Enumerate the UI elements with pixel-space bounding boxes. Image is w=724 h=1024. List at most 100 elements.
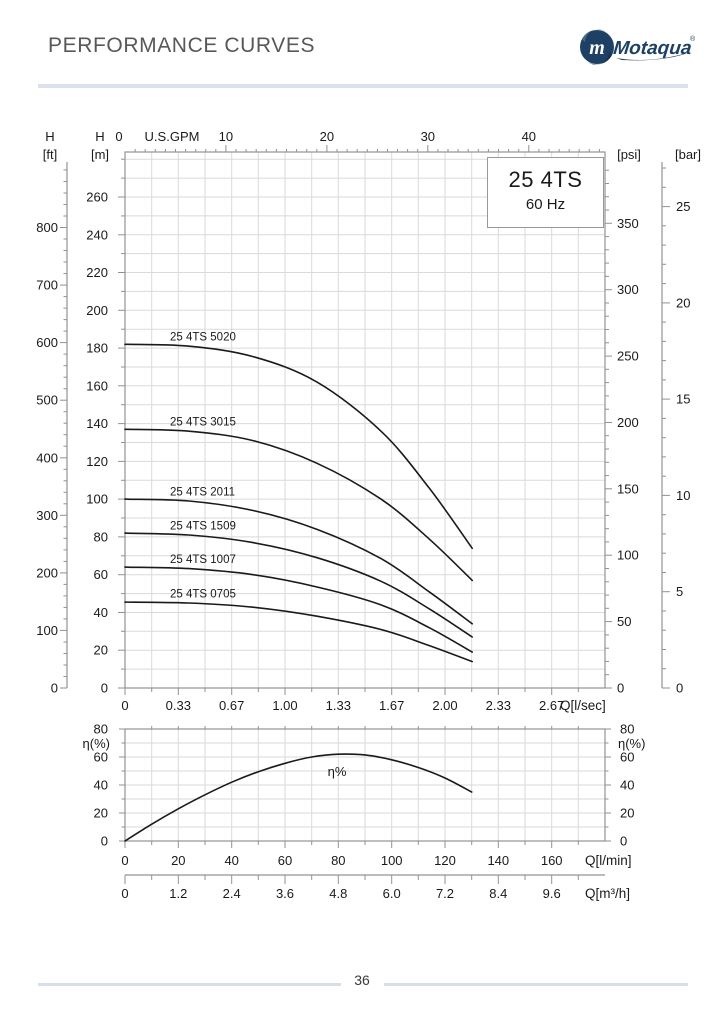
svg-text:160: 160 <box>86 378 108 393</box>
svg-text:3.6: 3.6 <box>276 886 294 901</box>
svg-text:1.33: 1.33 <box>326 698 351 713</box>
svg-text:200: 200 <box>86 303 108 318</box>
svg-text:η(%): η(%) <box>83 736 110 751</box>
svg-text:15: 15 <box>676 392 690 407</box>
svg-text:300: 300 <box>617 282 639 297</box>
svg-text:700: 700 <box>36 278 58 293</box>
svg-text:80: 80 <box>94 529 108 544</box>
svg-text:1.67: 1.67 <box>379 698 404 713</box>
svg-text:7.2: 7.2 <box>436 886 454 901</box>
svg-text:140: 140 <box>86 416 108 431</box>
svg-text:5: 5 <box>676 584 683 599</box>
axis-q-m3h: 0 1.2 2.4 3.6 4.8 6.0 7.2 8.4 9.6 Q[m³/h] <box>121 874 630 901</box>
eff-grid <box>125 729 605 841</box>
svg-text:220: 220 <box>86 265 108 280</box>
svg-text:20: 20 <box>94 643 108 658</box>
svg-text:600: 600 <box>36 335 58 350</box>
svg-text:2.4: 2.4 <box>223 886 241 901</box>
svg-text:20: 20 <box>171 853 185 868</box>
curve-label: 25 4TS 1007 <box>170 554 236 566</box>
curve-25-4TS-5020 <box>124 343 473 550</box>
footer-divider-right <box>384 983 688 986</box>
svg-text:240: 240 <box>86 227 108 242</box>
svg-text:m: m <box>589 37 605 59</box>
svg-text:60: 60 <box>94 567 108 582</box>
svg-text:9.6: 9.6 <box>543 886 561 901</box>
svg-text:150: 150 <box>617 481 639 496</box>
svg-text:20: 20 <box>676 295 690 310</box>
svg-text:80: 80 <box>331 853 345 868</box>
axis-bar: 0 5 10 15 20 25 [bar] <box>661 147 701 696</box>
svg-text:40: 40 <box>620 778 634 793</box>
curve-25-4TS-1509 <box>124 532 473 638</box>
curve-25-4TS-2011 <box>124 498 473 625</box>
svg-text:80: 80 <box>620 722 634 737</box>
svg-text:350: 350 <box>617 216 639 231</box>
svg-text:0: 0 <box>101 834 108 849</box>
svg-text:200: 200 <box>36 565 58 580</box>
logo-wordmark: Motaqua ® <box>612 35 696 61</box>
svg-text:U.S.GPM: U.S.GPM <box>145 129 200 144</box>
svg-text:20: 20 <box>320 129 334 144</box>
svg-text:0: 0 <box>676 681 683 696</box>
svg-text:2.67: 2.67 <box>539 698 564 713</box>
page-number: 36 <box>354 972 370 988</box>
efficiency-curve-label: η% <box>328 764 347 779</box>
logo-mark: m <box>580 29 614 65</box>
head-chart: 0 0.33 0.67 1.00 1.33 1.67 2.00 2.33 2.67Q[l/sec… <box>36 129 701 713</box>
svg-text:10: 10 <box>676 488 690 503</box>
curve-efficiency <box>124 753 473 842</box>
svg-text:0: 0 <box>617 681 624 696</box>
svg-text:260: 260 <box>86 190 108 205</box>
svg-text:0: 0 <box>115 129 122 144</box>
svg-text:20: 20 <box>94 806 108 821</box>
svg-text:η(%): η(%) <box>618 736 645 751</box>
model-name: 25 4TS <box>508 167 583 192</box>
svg-text:180: 180 <box>86 341 108 356</box>
svg-text:120: 120 <box>86 454 108 469</box>
svg-text:0: 0 <box>121 853 128 868</box>
curve-label: 25 4TS 2011 <box>170 487 235 499</box>
model-frequency: 60 Hz <box>525 196 566 213</box>
svg-text:[ft]: [ft] <box>43 147 57 162</box>
svg-text:Q[m³/h]: Q[m³/h] <box>585 886 630 901</box>
svg-text:100: 100 <box>381 853 403 868</box>
svg-text:200: 200 <box>617 415 639 430</box>
axis-h-m: 0 20 40 60 80 100 120 140 160 180 200 220 240 260 H [m] <box>86 129 125 696</box>
svg-text:0.67: 0.67 <box>219 698 244 713</box>
curve-label: 25 4TS 3015 <box>170 417 236 429</box>
svg-text:300: 300 <box>36 508 58 523</box>
curve-label: 25 4TS 0705 <box>170 589 236 601</box>
svg-text:100: 100 <box>617 548 639 563</box>
svg-text:160: 160 <box>541 853 563 868</box>
svg-text:100: 100 <box>36 623 58 638</box>
curve-label: 25 4TS 1509 <box>170 521 236 533</box>
svg-text:0: 0 <box>51 681 58 696</box>
svg-text:8.4: 8.4 <box>489 886 507 901</box>
svg-text:140: 140 <box>487 853 509 868</box>
svg-text:40: 40 <box>522 129 536 144</box>
svg-text:H: H <box>45 129 54 144</box>
axis-psi: 0 50 100 150 200 250 300 350 [psi] <box>605 147 641 696</box>
svg-text:6.0: 6.0 <box>383 886 401 901</box>
svg-text:1.00: 1.00 <box>272 698 297 713</box>
svg-text:60: 60 <box>620 750 634 765</box>
svg-text:40: 40 <box>94 605 108 620</box>
svg-text:2.00: 2.00 <box>432 698 457 713</box>
eff-top-ticks <box>151 726 579 729</box>
svg-text:10: 10 <box>219 129 233 144</box>
axis-q-gpm: 0 10 20 30 40 U.S.GPM <box>115 129 600 152</box>
svg-text:[m]: [m] <box>91 147 109 162</box>
axis-h-ft: 0 100 200 300 400 500 600 700 800 H [ft] <box>36 129 68 696</box>
svg-text:0: 0 <box>101 681 108 696</box>
svg-text:50: 50 <box>617 614 631 629</box>
header-divider <box>38 84 688 88</box>
svg-text:800: 800 <box>36 220 58 235</box>
curve-25-4TS-0705 <box>124 601 473 663</box>
svg-text:30: 30 <box>421 129 435 144</box>
svg-text:®: ® <box>690 35 696 43</box>
svg-text:60: 60 <box>94 750 108 765</box>
